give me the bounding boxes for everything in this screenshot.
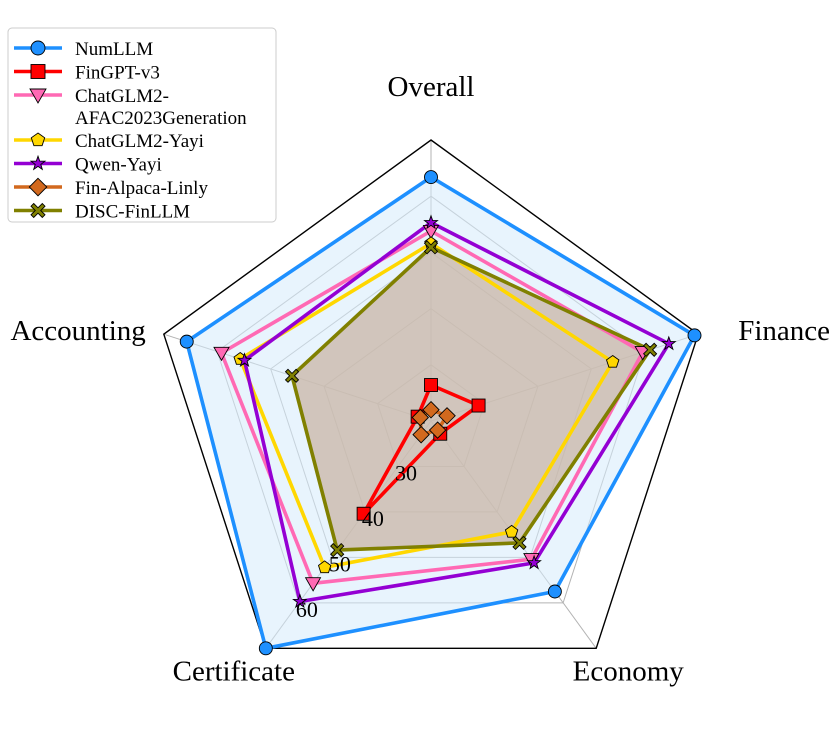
axis-label: Economy bbox=[573, 655, 685, 687]
legend-label: ChatGLM2-Yayi bbox=[75, 131, 204, 152]
axis-label: Finance bbox=[738, 315, 830, 347]
axis-labels: Overall Finance Economy Certificate Accounti… bbox=[10, 71, 830, 687]
legend-label: Qwen-Yayi bbox=[75, 155, 162, 176]
data-point bbox=[526, 554, 542, 570]
data-point bbox=[687, 328, 702, 343]
legend-entry: ChatGLM2-Yayi bbox=[14, 131, 204, 152]
data-point bbox=[661, 335, 677, 351]
series-line bbox=[290, 245, 652, 552]
series-line bbox=[242, 220, 671, 604]
data-point bbox=[642, 342, 658, 357]
data-point bbox=[213, 346, 230, 362]
legend-label: ChatGLM2- bbox=[75, 86, 169, 107]
data-point bbox=[30, 64, 46, 79]
data-point bbox=[424, 170, 438, 185]
data-point bbox=[236, 352, 253, 368]
data-point bbox=[438, 407, 456, 425]
series-line bbox=[219, 229, 645, 586]
series-fill bbox=[292, 247, 651, 551]
data-point bbox=[30, 202, 46, 219]
legend-entry: ChatGLM2-AFAC2023Generation bbox=[14, 86, 247, 129]
data-point bbox=[258, 641, 273, 656]
series-line bbox=[184, 175, 697, 651]
series-lines bbox=[184, 175, 697, 651]
data-point bbox=[284, 368, 300, 383]
data-point bbox=[30, 40, 46, 56]
data-point bbox=[547, 584, 562, 599]
tick-label: 40 bbox=[362, 506, 384, 531]
data-point bbox=[471, 398, 486, 413]
data-point bbox=[423, 240, 439, 255]
legend-frame bbox=[7, 27, 277, 223]
tick-label: 30 bbox=[395, 461, 417, 486]
data-point bbox=[504, 524, 519, 538]
data-point bbox=[423, 214, 439, 230]
data-point bbox=[605, 354, 620, 368]
legend-label: FinGPT-v3 bbox=[75, 63, 160, 84]
legend: NumLLM FinGPT-v3ChatGLM2-AFAC2023Generati… bbox=[7, 27, 277, 223]
data-point bbox=[422, 400, 440, 419]
legend-entry: FinGPT-v3 bbox=[14, 63, 160, 84]
legend-entry: Qwen-Yayi bbox=[14, 155, 162, 176]
outer-frame bbox=[162, 139, 700, 649]
data-point bbox=[28, 177, 48, 197]
legend-entry: NumLLM bbox=[14, 39, 153, 60]
data-point bbox=[411, 408, 430, 427]
tick-label: 50 bbox=[329, 551, 351, 576]
data-point bbox=[356, 506, 371, 521]
series-markers bbox=[179, 170, 702, 656]
data-point bbox=[428, 421, 447, 439]
legend-label: DISC-FinLLM bbox=[75, 202, 190, 223]
data-point bbox=[424, 378, 438, 392]
axis-label: Overall bbox=[388, 71, 475, 103]
data-point bbox=[29, 154, 47, 171]
legend-label: NumLLM bbox=[75, 39, 153, 60]
tick-label: 60 bbox=[296, 597, 318, 622]
data-point bbox=[292, 593, 308, 609]
legend-label: Fin-Alpaca-Linly bbox=[75, 178, 208, 199]
data-point bbox=[30, 132, 46, 147]
data-point bbox=[29, 88, 47, 104]
legend-entry: DISC-FinLLM bbox=[14, 202, 190, 223]
data-point bbox=[304, 577, 322, 592]
axis-label: Accounting bbox=[10, 315, 145, 347]
data-point bbox=[512, 535, 527, 551]
data-point bbox=[179, 334, 194, 349]
data-point bbox=[412, 425, 430, 444]
axis-label: Certificate bbox=[173, 655, 295, 687]
radial-tick-labels: 30 40 50 60 bbox=[296, 461, 417, 622]
data-point bbox=[317, 560, 332, 574]
data-point bbox=[330, 542, 345, 558]
legend-entry: Fin-Alpaca-Linly bbox=[14, 177, 208, 199]
legend-label: AFAC2023Generation bbox=[75, 108, 247, 129]
